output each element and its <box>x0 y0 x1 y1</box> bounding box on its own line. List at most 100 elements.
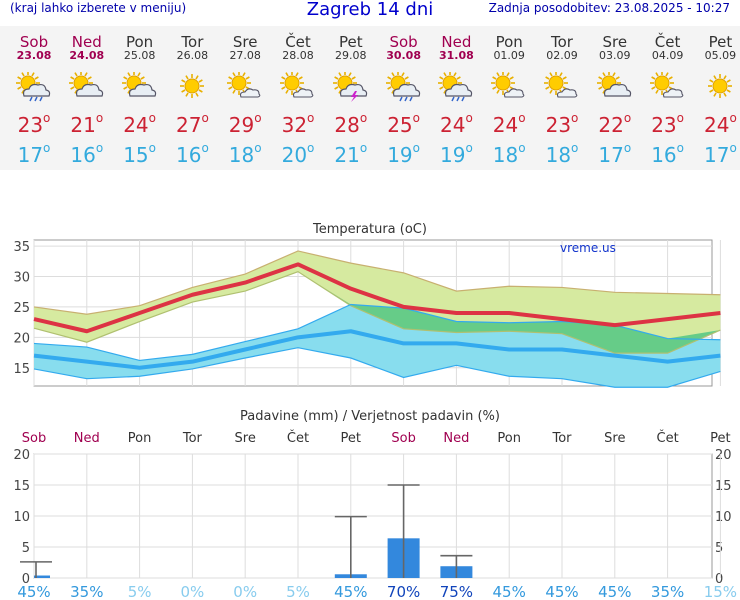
x-tick-label: Tor <box>182 431 203 446</box>
temp-min: 20o <box>281 141 315 167</box>
day-date: 27.08 <box>229 49 261 62</box>
sun-icon <box>702 72 738 102</box>
day-name: Tor <box>551 33 573 51</box>
precip-probability: 70% <box>387 583 420 600</box>
day-date: 30.08 <box>386 49 421 62</box>
temp-max: 21o <box>70 111 104 137</box>
day-name: Čet <box>654 33 681 51</box>
temp-max: 25o <box>387 111 420 137</box>
y-tick-label: 0 <box>22 572 30 587</box>
temp-min: 21o <box>334 141 368 167</box>
x-tick-label: Ned <box>443 431 469 446</box>
watermark: vreme.us <box>560 241 616 255</box>
day-name: Ned <box>441 33 472 51</box>
sun-small-cloud-icon <box>491 71 527 102</box>
day-name: Pet <box>708 33 733 51</box>
sun-cloud-rain-icon <box>385 71 422 102</box>
day-name: Ned <box>71 33 102 51</box>
x-tick-label: Tor <box>551 431 572 446</box>
temp-min: 15o <box>123 141 156 167</box>
precip-probability: 5% <box>286 583 310 600</box>
y-tick-label: 5 <box>22 541 30 556</box>
day-name: Sre <box>232 33 258 51</box>
day-column: Čet 04.09 23o 16o <box>642 26 694 167</box>
x-tick-label: Sre <box>235 431 256 446</box>
temperature-chart: Temperatura (oC) 15 20 25 30 35 vreme.us <box>13 222 721 388</box>
day-name: Pon <box>125 33 154 51</box>
day-name: Pet <box>338 33 363 51</box>
temp-max: 24o <box>703 111 737 137</box>
day-name: Sre <box>602 33 628 51</box>
temp-min: 19o <box>387 141 420 167</box>
precip-probability: 5% <box>128 583 152 600</box>
temp-max: 23o <box>545 111 579 137</box>
precip-bar <box>34 575 50 578</box>
x-tick-label: Čet <box>287 430 309 446</box>
sun-small-cloud-icon <box>280 71 316 102</box>
y-tick-label: 15 <box>13 479 30 494</box>
x-tick-label: Pet <box>710 431 730 446</box>
temp-max: 23o <box>651 111 684 137</box>
day-column: Tor 26.08 27o 16o <box>166 26 218 167</box>
y-tick-label: 25 <box>13 301 30 316</box>
y-tick-label-right: 15 <box>715 479 732 494</box>
max-temp-line <box>33 262 721 334</box>
precip-probability: 45% <box>598 583 631 600</box>
x-tick-label: Pet <box>341 431 361 446</box>
temp-min: 16o <box>175 141 209 167</box>
y-tick-label: 30 <box>13 271 30 286</box>
y-tick-label-right: 5 <box>715 541 723 556</box>
sun-cloud-rain-icon <box>438 71 474 102</box>
precip-probability: 15% <box>704 583 737 600</box>
min-temp-line <box>33 329 721 370</box>
sun-small-cloud-icon <box>649 71 686 102</box>
day-column: Sre 03.09 22o 17o <box>589 26 641 167</box>
temp-max: 29o <box>228 111 262 137</box>
sun-cloud-icon <box>121 71 158 102</box>
day-date: 26.08 <box>176 49 209 62</box>
y-tick-label: 35 <box>13 240 30 255</box>
x-tick-label: Pon <box>128 431 152 446</box>
precip-probability: 45% <box>545 583 578 600</box>
precip-probability: 35% <box>651 583 684 600</box>
precip-probability: 45% <box>17 583 50 600</box>
day-column: Pon 25.08 24o 15o <box>114 26 166 167</box>
day-date: 02.09 <box>546 49 578 62</box>
x-tick-label: Sob <box>22 431 46 446</box>
max-band-upper-edge <box>33 250 721 315</box>
precip-probability: 0% <box>181 583 205 600</box>
temp-min: 17o <box>17 141 51 167</box>
day-name: Sob <box>19 33 49 51</box>
temp-max: 24o <box>492 111 526 137</box>
day-column: Sre 27.08 29o 18o <box>219 26 271 167</box>
sun-cloud-thunder-icon <box>332 71 369 102</box>
temp-min: 18o <box>228 141 262 167</box>
day-column: Ned 24.08 21o 16o <box>61 26 113 167</box>
day-column: Pet 05.09 24o 17o <box>694 26 740 167</box>
precipitation-chart: Padavine (mm) / Verjetnost padavin (%) So… <box>13 409 737 600</box>
temp-max: 24o <box>123 111 156 137</box>
temp-min: 19o <box>439 141 473 167</box>
temp-min: 17o <box>598 141 632 167</box>
x-tick-label: Sob <box>391 431 415 446</box>
day-name: Pon <box>495 33 523 51</box>
day-date: 28.08 <box>282 49 314 62</box>
day-date: 01.09 <box>493 49 525 62</box>
day-name: Čet <box>285 33 311 51</box>
y-tick-label: 20 <box>13 448 30 463</box>
sun-cloud-icon <box>68 71 105 102</box>
precip-probability: 45% <box>493 583 526 600</box>
temp-min: 17o <box>703 141 737 167</box>
day-date: 31.08 <box>438 49 474 62</box>
temp-min: 18o <box>492 141 526 167</box>
temp-max: 27o <box>175 111 209 137</box>
day-date: 04.09 <box>651 49 684 62</box>
day-column: Sob 30.08 25o 19o <box>378 26 430 167</box>
day-date: 23.08 <box>16 49 52 62</box>
temp-max: 28o <box>334 111 368 137</box>
chart-title: Temperatura (oC) <box>312 222 427 237</box>
temp-max: 32o <box>281 111 315 137</box>
y-tick-label-right: 0 <box>715 572 723 587</box>
sun-cloud-icon <box>596 71 633 102</box>
temp-min: 18o <box>545 141 579 167</box>
